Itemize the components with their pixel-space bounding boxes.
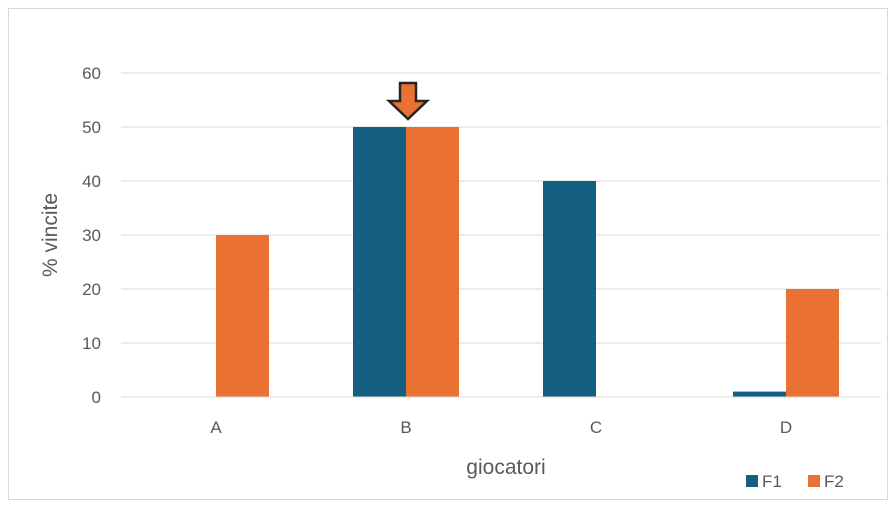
y-tick-label: 60 bbox=[82, 64, 101, 83]
arrow-down-icon bbox=[385, 81, 431, 121]
x-tick-label: A bbox=[210, 418, 222, 437]
legend-swatch-f2 bbox=[808, 475, 820, 487]
y-tick-label: 40 bbox=[82, 172, 101, 191]
x-tick-label: B bbox=[400, 418, 411, 437]
bar-chart: 0 10 20 30 40 50 60 A B C D % vincite giocatori F… bbox=[39, 64, 881, 491]
bars bbox=[216, 127, 839, 397]
y-tick-label: 50 bbox=[82, 118, 101, 137]
x-tick-labels: A B C D bbox=[210, 418, 792, 437]
legend-swatch-f1 bbox=[746, 475, 758, 487]
y-tick-label: 0 bbox=[92, 388, 101, 407]
bar-f1-c bbox=[543, 181, 596, 397]
bar-f2-d bbox=[786, 289, 839, 397]
y-tick-labels: 0 10 20 30 40 50 60 bbox=[82, 64, 101, 407]
legend: F1 F2 bbox=[746, 472, 844, 491]
legend-label-f2: F2 bbox=[824, 472, 844, 491]
y-axis-title: % vincite bbox=[39, 193, 62, 277]
chart-frame: 0 10 20 30 40 50 60 A B C D % vincite giocatori F… bbox=[8, 8, 888, 500]
y-tick-label: 10 bbox=[82, 334, 101, 353]
x-axis-title: giocatori bbox=[466, 456, 545, 479]
annotation bbox=[385, 81, 431, 121]
y-tick-label: 20 bbox=[82, 280, 101, 299]
x-tick-label: C bbox=[590, 418, 602, 437]
bar-f2-a bbox=[216, 235, 269, 397]
legend-label-f1: F1 bbox=[762, 472, 782, 491]
x-tick-label: D bbox=[780, 418, 792, 437]
y-tick-label: 30 bbox=[82, 226, 101, 245]
bar-f1-d bbox=[733, 391, 786, 397]
bar-f1-b bbox=[353, 127, 406, 397]
bar-f2-b bbox=[406, 127, 459, 397]
